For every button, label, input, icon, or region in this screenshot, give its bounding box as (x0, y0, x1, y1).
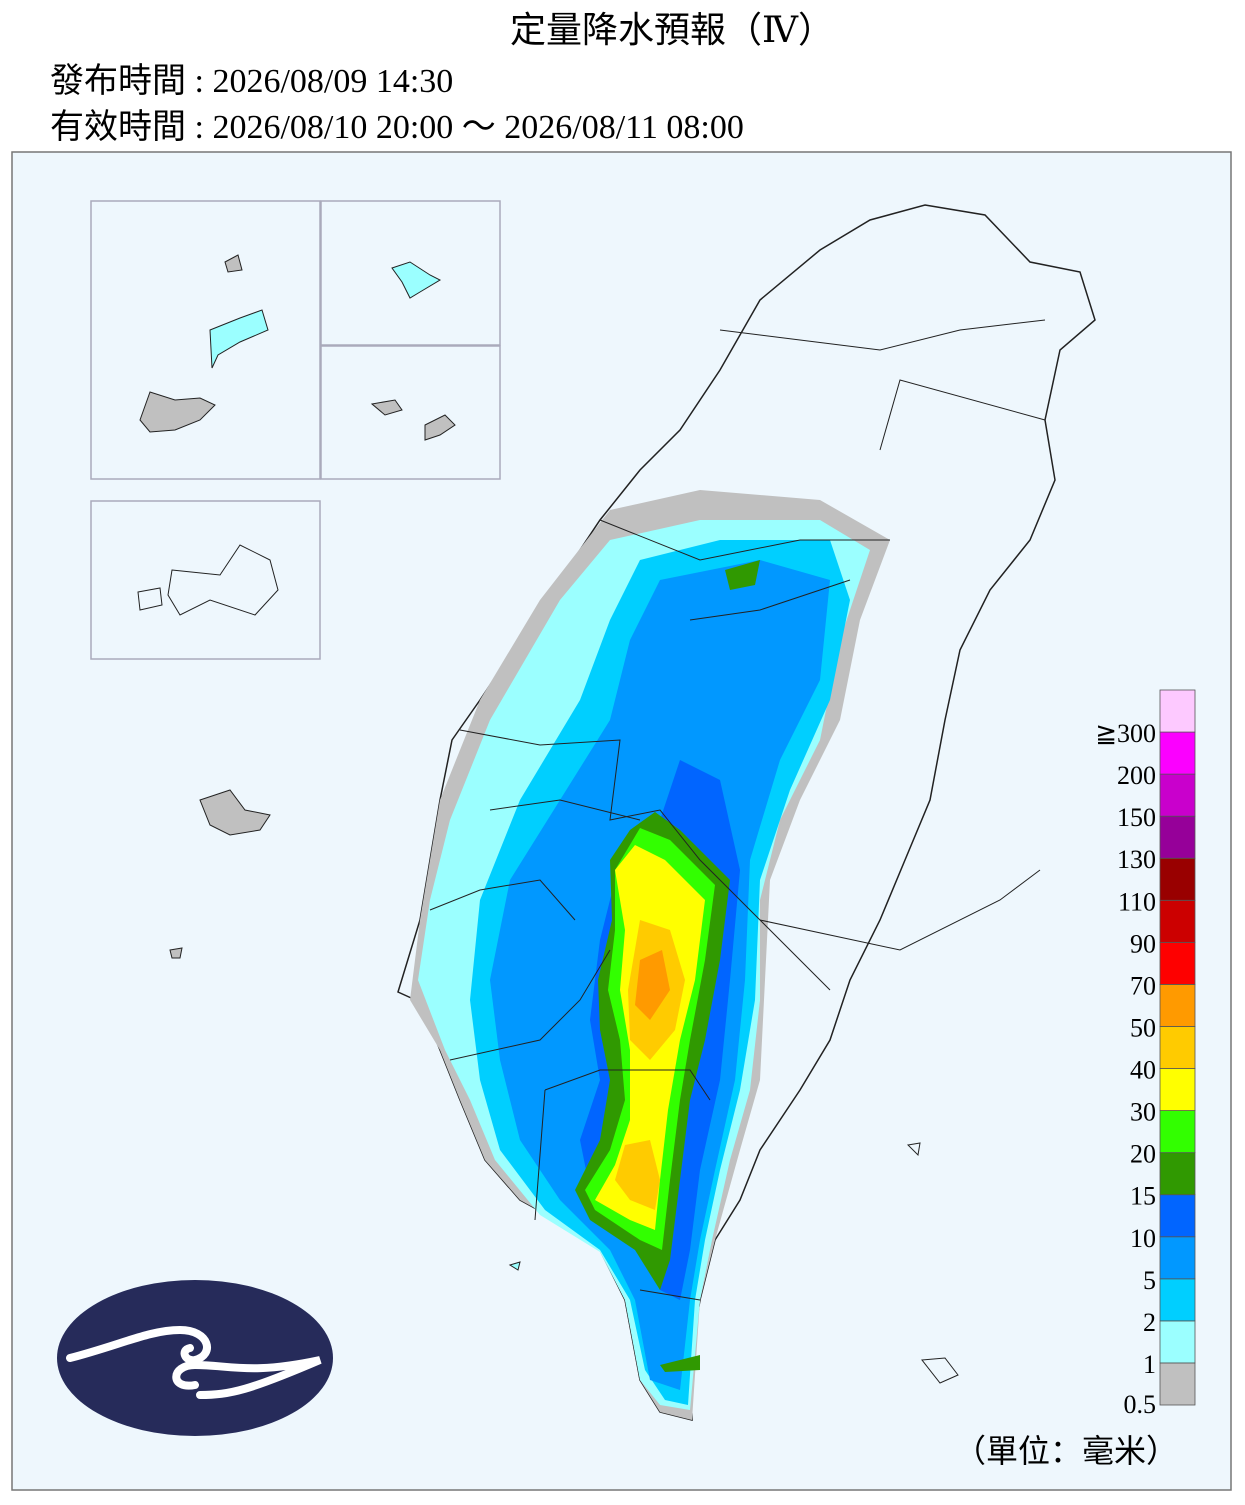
title: 定量降水預報（Ⅳ） (510, 10, 834, 50)
valid-time: 有效時間 : 2026/08/10 20:00 ～ 2026/08/11 08:… (50, 108, 744, 146)
legend-label: 110 (1118, 887, 1156, 916)
legend-swatch (1159, 1362, 1196, 1406)
legend-label: 40 (1130, 1056, 1156, 1085)
legend-swatch (1159, 1026, 1196, 1069)
legend-swatch (1159, 899, 1196, 943)
legend: 0.5 1 2 5 10 15 20 30 40 50 70 90 110 130 150 200 ≧300 (1095, 689, 1196, 1419)
legend-swatch (1159, 689, 1196, 733)
inset-boxes (90, 200, 501, 660)
legend-label: 10 (1130, 1224, 1156, 1253)
county-borders (429, 319, 1046, 1301)
legend-label: 1 (1143, 1350, 1156, 1379)
legend-swatch (1159, 1278, 1196, 1322)
legend-swatch (1159, 1068, 1196, 1111)
legend-swatch (1159, 1320, 1196, 1364)
islands (137, 254, 959, 1384)
legend-swatch (1159, 731, 1196, 775)
legend-label: 150 (1117, 803, 1156, 832)
legend-label: 2 (1143, 1308, 1156, 1337)
legend-label: 20 (1130, 1140, 1156, 1169)
cwa-logo (57, 1280, 333, 1436)
legend-label: 200 (1117, 761, 1156, 790)
legend-swatch (1159, 773, 1196, 817)
legend-label: 70 (1130, 971, 1156, 1000)
legend-swatch (1159, 1110, 1196, 1154)
rain-areas (410, 490, 890, 1420)
legend-label: 90 (1130, 929, 1156, 958)
legend-label: 5 (1143, 1266, 1156, 1295)
legend-label: 50 (1130, 1013, 1156, 1042)
legend-label: 130 (1117, 845, 1156, 874)
legend-swatch (1159, 857, 1196, 901)
legend-label: 30 (1130, 1098, 1156, 1127)
issued-time: 發布時間 : 2026/08/09 14:30 (50, 62, 453, 100)
legend-swatch (1159, 1194, 1196, 1238)
unit-label: （單位：毫米） (954, 1433, 1178, 1469)
legend-swatch (1159, 1236, 1196, 1280)
legend-label: 15 (1130, 1182, 1156, 1211)
legend-swatch (1159, 941, 1196, 985)
legend-swatch (1159, 815, 1196, 859)
legend-label: ≧300 (1095, 719, 1156, 748)
legend-swatch (1159, 1152, 1196, 1196)
legend-swatch (1159, 984, 1196, 1027)
legend-label: 0.5 (1124, 1390, 1157, 1419)
